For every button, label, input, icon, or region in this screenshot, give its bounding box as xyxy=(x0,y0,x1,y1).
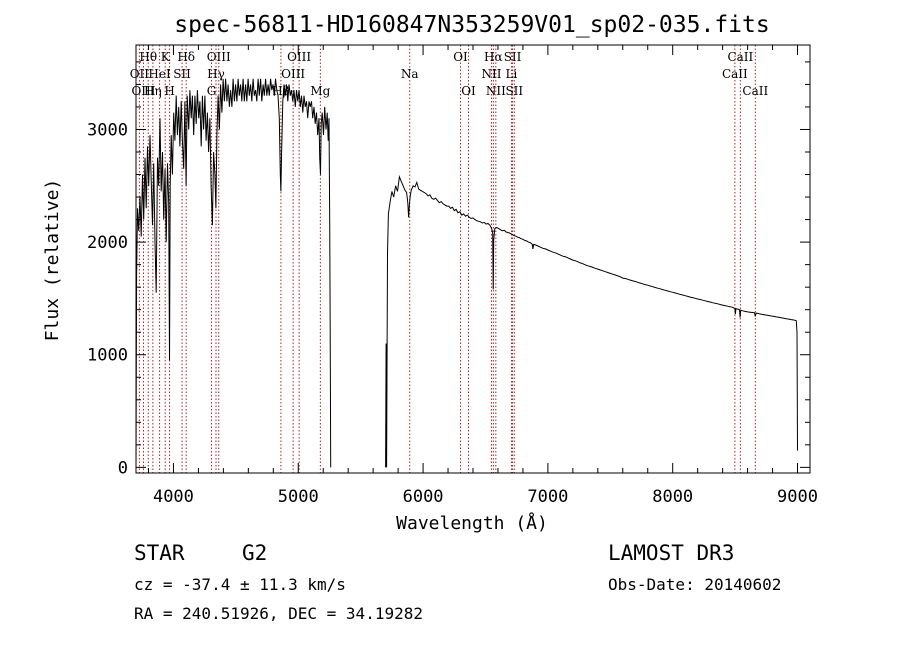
line-label: Hθ xyxy=(139,50,157,64)
plot-frame xyxy=(135,44,811,474)
line-label: OIII xyxy=(281,67,305,81)
line-label: OI xyxy=(461,84,476,98)
x-tick-label: 7000 xyxy=(527,487,568,507)
x-tick-label: 8000 xyxy=(652,487,693,507)
line-label: Hβ xyxy=(272,84,289,98)
line-label: OIII xyxy=(207,50,231,64)
line-label: OIII xyxy=(131,84,155,98)
line-label: K xyxy=(161,50,171,64)
chart-title: spec-56811-HD160847N353259V01_sp02-035.f… xyxy=(174,12,769,38)
line-label: Na xyxy=(401,67,419,81)
cz-value: cz = -37.4 ± 11.3 km/s xyxy=(134,575,346,594)
object-subclass: G2 xyxy=(242,541,267,565)
line-label: OI xyxy=(453,50,468,64)
survey-name: LAMOST DR3 xyxy=(608,541,734,565)
line-label: Hδ xyxy=(177,50,195,64)
line-label: NII xyxy=(481,67,501,81)
axis-ticks xyxy=(136,45,810,473)
x-tick-label: 5000 xyxy=(278,487,319,507)
line-label: CaII xyxy=(722,67,748,81)
y-tick-label: 3000 xyxy=(87,120,128,140)
line-label: OIII xyxy=(287,50,311,64)
y-tick-label: 2000 xyxy=(87,233,128,253)
object-class: STAR xyxy=(134,541,185,565)
ra-dec: RA = 240.51926, DEC = 34.19282 xyxy=(134,604,423,623)
line-label: HeI xyxy=(148,67,171,81)
y-tick-label: 0 xyxy=(118,458,128,478)
line-label: SII xyxy=(173,67,191,81)
x-tick-label: 9000 xyxy=(777,487,818,507)
line-label: Hη xyxy=(144,84,162,98)
x-axis-label: Wavelength (Å) xyxy=(396,512,548,534)
spectrum-line xyxy=(135,78,798,468)
line-label: NII xyxy=(486,84,506,98)
line-label: SII xyxy=(504,50,522,64)
y-tick-label: 1000 xyxy=(87,346,128,366)
line-label: Hγ xyxy=(207,67,225,81)
x-tick-label: 6000 xyxy=(403,487,444,507)
spectral-line-markers xyxy=(138,45,756,473)
line-labels: Hθ OII OIII K HeI Hη SII H Hδ OIII Hγ G OIII OIII Hβ Mg… xyxy=(130,50,769,98)
line-label: CaII xyxy=(742,84,768,98)
line-label: Li xyxy=(506,67,518,81)
line-label: G xyxy=(207,84,217,98)
line-label: H xyxy=(164,84,174,98)
x-tick-labels: 4000 5000 6000 7000 8000 9000 xyxy=(153,487,818,507)
obs-date: Obs-Date: 20140602 xyxy=(608,575,781,594)
line-label: SII xyxy=(505,84,523,98)
line-label: OII xyxy=(130,67,150,81)
line-label: Mg xyxy=(310,84,330,98)
y-tick-labels: 0 1000 2000 3000 xyxy=(87,120,128,478)
x-tick-label: 4000 xyxy=(153,487,194,507)
line-label: CaII xyxy=(727,50,753,64)
y-axis-label: Flux (relative) xyxy=(42,179,63,342)
line-label: Hα xyxy=(484,50,503,64)
